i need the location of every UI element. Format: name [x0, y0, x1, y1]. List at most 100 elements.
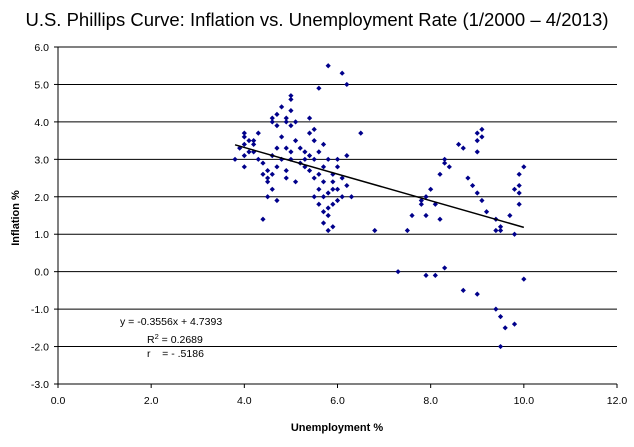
r-squared-exponent: 2 — [155, 332, 159, 341]
data-point — [325, 227, 331, 234]
data-point — [279, 156, 285, 162]
data-point — [330, 224, 336, 230]
y-tick-label: 1.0 — [34, 229, 49, 241]
data-point — [274, 164, 280, 170]
data-point — [320, 141, 327, 147]
x-axis-label: Unemployment % — [291, 422, 384, 434]
data-point — [297, 145, 303, 151]
data-point — [423, 194, 429, 200]
data-point — [265, 179, 271, 185]
data-point — [330, 186, 336, 192]
data-point — [274, 123, 280, 129]
data-point — [306, 115, 313, 121]
data-point — [344, 152, 350, 159]
data-point — [316, 186, 322, 192]
data-point — [446, 164, 452, 170]
data-point — [493, 227, 499, 234]
data-point — [241, 130, 247, 136]
data-point — [288, 108, 294, 114]
data-point — [241, 152, 247, 159]
data-point — [460, 287, 466, 293]
x-tick-label: 0.0 — [51, 395, 66, 407]
axes — [54, 46, 618, 388]
data-point — [334, 156, 341, 162]
data-point — [339, 70, 345, 76]
data-point — [311, 126, 317, 132]
x-tick-label: 12.0 — [607, 395, 628, 407]
data-point — [428, 186, 434, 192]
data-point — [320, 164, 327, 170]
data-point — [418, 201, 424, 207]
data-point — [469, 182, 476, 189]
data-point — [292, 138, 299, 144]
y-tick-label: -2.0 — [31, 342, 49, 354]
data-point — [292, 179, 299, 185]
data-point — [334, 164, 341, 170]
data-point — [316, 171, 322, 177]
data-point — [311, 156, 317, 162]
y-tick-label: 6.0 — [34, 42, 49, 54]
trendline — [234, 144, 525, 229]
data-point — [288, 96, 294, 103]
data-point — [479, 197, 485, 204]
data-point — [302, 149, 308, 155]
data-point — [260, 160, 266, 166]
data-point — [474, 149, 480, 155]
data-point — [260, 216, 266, 222]
data-point — [404, 227, 410, 234]
data-point — [516, 171, 522, 177]
data-point — [283, 115, 289, 121]
y-tick-labels: -3.0 -2.0 -1.0 0.0 1.0 2.0 3.0 4.0 5.0 6.0 — [31, 42, 49, 391]
data-point — [265, 167, 271, 174]
data-point — [334, 186, 341, 192]
data-point — [274, 197, 280, 204]
data-point — [274, 111, 280, 117]
data-point — [456, 141, 462, 147]
data-point — [497, 227, 504, 234]
data-point — [232, 156, 238, 162]
data-point — [339, 194, 345, 200]
data-point — [320, 194, 327, 200]
data-point — [511, 186, 518, 192]
data-point — [442, 265, 448, 271]
y-tick-label: 2.0 — [34, 192, 49, 204]
data-point — [507, 212, 513, 219]
data-point — [241, 134, 247, 140]
data-point — [320, 209, 327, 215]
data-point — [302, 156, 308, 162]
data-point — [442, 156, 448, 162]
data-point — [348, 194, 355, 200]
correlation-annotation: r = - .5186 — [147, 348, 204, 360]
data-point — [339, 175, 345, 181]
data-point — [320, 220, 327, 226]
data-point — [474, 138, 480, 144]
data-point — [251, 138, 257, 144]
data-point — [497, 224, 504, 230]
data-point — [358, 130, 364, 136]
data-point — [283, 167, 289, 174]
data-point — [269, 119, 275, 125]
data-point — [521, 276, 527, 282]
data-point — [516, 182, 522, 189]
data-point — [306, 130, 313, 136]
data-point — [442, 160, 448, 166]
chart-title: U.S. Phillips Curve: Inflation vs. Unemp… — [25, 9, 608, 30]
data-point — [260, 171, 266, 177]
data-point — [474, 130, 480, 136]
data-point — [330, 179, 336, 185]
data-point — [316, 149, 322, 155]
y-tick-label: 3.0 — [34, 154, 49, 166]
data-points — [232, 63, 527, 350]
y-axis-label: Inflation % — [10, 190, 22, 246]
data-point — [306, 152, 313, 159]
data-point — [474, 291, 480, 297]
data-point — [283, 145, 289, 151]
data-point — [325, 190, 331, 196]
data-point — [269, 171, 275, 177]
data-point — [483, 209, 490, 215]
x-tick-label: 2.0 — [144, 395, 159, 407]
data-point — [320, 179, 327, 185]
data-point — [251, 141, 257, 147]
